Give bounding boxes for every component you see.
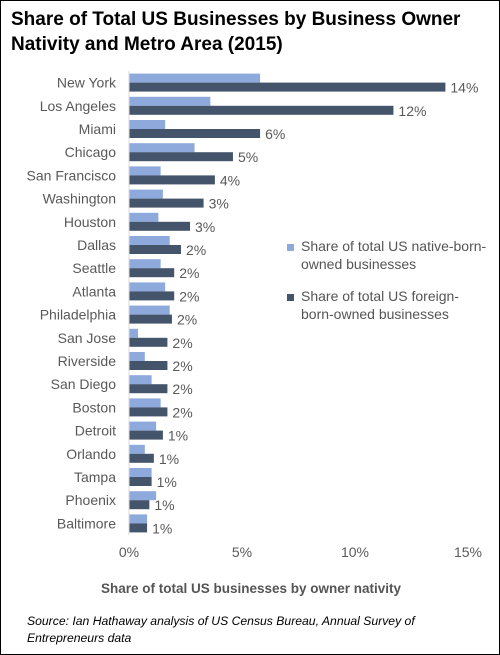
data-label-foreign: 14%: [450, 80, 478, 96]
x-axis-title: Share of total US businesses by owner na…: [100, 581, 402, 596]
bar-chart: New York 14% Los Angeles 12% Miami 6% Chicago 5…: [27, 71, 482, 560]
data-label-foreign: 3%: [195, 219, 215, 235]
data-label-foreign: 2%: [177, 312, 197, 328]
category-label: Chicago: [65, 144, 117, 160]
bar-native: [129, 259, 161, 269]
category-label: Seattle: [72, 260, 116, 276]
legend-item-native: Share of total US native-born-owned busi…: [287, 237, 487, 273]
bar-native: [129, 143, 195, 153]
bar-native: [129, 444, 145, 454]
bar-native: [129, 328, 139, 338]
data-label-foreign: 1%: [159, 451, 179, 467]
legend-swatch-native: [287, 244, 294, 251]
bar-foreign: [129, 175, 215, 185]
category-label: Houston: [64, 214, 116, 230]
data-label-foreign: 2%: [172, 358, 192, 374]
bar-native: [129, 491, 157, 501]
legend: Share of total US native-born-owned busi…: [287, 237, 487, 337]
category-label: Washington: [43, 191, 116, 207]
bar-native: [129, 73, 261, 83]
legend-item-foreign: Share of total US foreign-born-owned bus…: [287, 287, 487, 323]
data-label-foreign: 2%: [179, 288, 199, 304]
data-label-foreign: 2%: [186, 242, 206, 258]
bar-foreign: [129, 430, 163, 440]
bar-native: [129, 398, 161, 408]
legend-swatch-foreign: [287, 294, 294, 301]
bar-foreign: [129, 198, 204, 208]
bar-foreign: [129, 291, 175, 301]
bar-native: [129, 282, 166, 292]
bar-foreign: [129, 105, 394, 115]
category-label: Detroit: [75, 423, 116, 439]
x-tick-label: 5%: [232, 544, 252, 560]
category-label: Los Angeles: [40, 98, 116, 114]
x-tick-label: 0%: [119, 544, 139, 560]
category-label: Dallas: [77, 237, 116, 253]
bar-native: [129, 468, 152, 477]
bar-native: [129, 120, 166, 129]
category-label: Baltimore: [57, 515, 116, 531]
bar-native: [129, 212, 159, 222]
bar-foreign: [129, 407, 168, 417]
bar-foreign: [129, 384, 168, 394]
category-label: San Diego: [51, 376, 117, 392]
category-label: Tampa: [74, 469, 116, 485]
bar-foreign: [129, 523, 148, 533]
data-label-foreign: 5%: [238, 149, 258, 165]
bar-native: [129, 305, 170, 315]
bar-foreign: [129, 314, 172, 324]
bar-native: [129, 421, 157, 431]
bar-foreign: [129, 500, 150, 510]
category-label: Atlanta: [72, 283, 116, 299]
category-label: Miami: [79, 121, 116, 137]
category-label: New York: [57, 75, 117, 91]
data-label-foreign: 4%: [220, 172, 240, 188]
bar-native: [129, 189, 163, 199]
x-tick-label: 10%: [341, 544, 369, 560]
category-label: Orlando: [66, 446, 116, 462]
category-label: Phoenix: [65, 492, 116, 508]
bar-foreign: [129, 268, 175, 278]
bar-native: [129, 352, 145, 361]
category-label: Boston: [72, 399, 116, 415]
data-label-foreign: 3%: [209, 196, 229, 212]
x-tick-label: 15%: [454, 544, 482, 560]
bar-native: [129, 166, 161, 176]
data-label-foreign: 1%: [154, 497, 174, 513]
legend-label-foreign: Share of total US foreign-born-owned bus…: [301, 288, 459, 322]
source-note: Source: Ian Hathaway analysis of US Cens…: [27, 614, 415, 645]
bar-foreign: [129, 129, 261, 138]
bar-foreign: [129, 361, 168, 370]
bar-foreign: [129, 82, 446, 92]
data-label-foreign: 2%: [179, 265, 199, 281]
bar-foreign: [129, 221, 191, 231]
data-label-foreign: 1%: [168, 428, 188, 444]
data-label-foreign: 2%: [172, 381, 192, 397]
category-label: Philadelphia: [40, 307, 116, 323]
data-label-foreign: 2%: [172, 335, 192, 351]
bar-native: [129, 375, 152, 385]
bar-native: [129, 96, 211, 106]
data-label-foreign: 2%: [172, 404, 192, 420]
bar-foreign: [129, 152, 233, 162]
data-label-foreign: 1%: [157, 474, 177, 490]
category-label: San Francisco: [27, 167, 117, 183]
legend-label-native: Share of total US native-born-owned busi…: [301, 238, 487, 272]
bar-foreign: [129, 337, 168, 347]
category-label: Riverside: [58, 353, 117, 369]
bar-foreign: [129, 453, 154, 463]
chart-title: Share of Total US Businesses by Business…: [11, 9, 461, 55]
data-label-foreign: 6%: [265, 126, 285, 142]
category-label: San Jose: [58, 330, 117, 346]
data-label-foreign: 1%: [152, 520, 172, 536]
bar-foreign: [129, 245, 181, 254]
bar-native: [129, 514, 148, 524]
bar-foreign: [129, 477, 152, 486]
bar-native: [129, 236, 170, 245]
data-label-foreign: 12%: [398, 103, 426, 119]
